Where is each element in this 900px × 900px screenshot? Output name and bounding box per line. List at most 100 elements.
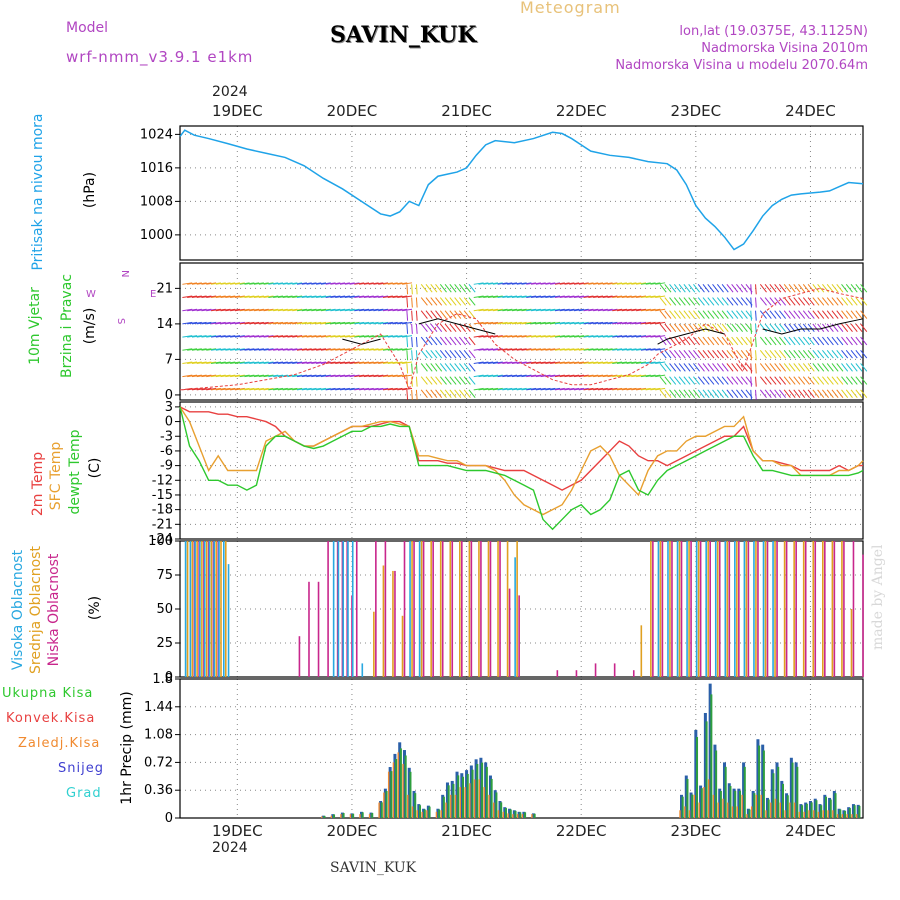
wind-arrow: [712, 389, 720, 398]
wind-arrow: [253, 308, 264, 312]
wind-arrow: [554, 387, 565, 391]
wind-arrow: [444, 297, 452, 306]
wind-arrow: [554, 374, 565, 378]
wind-arrow: [473, 387, 484, 391]
wind-arrow: [425, 376, 433, 385]
cloud-mid-bar: [392, 570, 394, 677]
wind-arrow: [282, 335, 293, 338]
cloud-high-bar: [743, 541, 746, 677]
wind-arrow: [425, 323, 433, 333]
wind-arrow: [798, 310, 806, 319]
wind-arrow: [645, 361, 656, 364]
precip-freezing-bar: [397, 752, 399, 818]
wind-arrow: [573, 348, 585, 351]
precip-unit: 1hr Precip (mm): [119, 691, 135, 805]
cloud-high-bar: [361, 663, 364, 677]
wind-arrow: [640, 361, 651, 364]
wind-arrow: [669, 284, 677, 293]
wind-arrow: [320, 308, 331, 312]
wind-arrow: [373, 387, 384, 391]
wind-arrow: [688, 297, 696, 306]
wind-arrow: [196, 348, 207, 351]
precip-freezing-bar: [679, 810, 681, 818]
wind-arrow: [526, 282, 537, 285]
wind-arrow: [311, 348, 322, 351]
wind-arrow: [316, 295, 327, 298]
cloud-mid-bar: [812, 541, 815, 677]
wind-arrow: [415, 310, 418, 321]
model-label: Model: [66, 20, 109, 36]
wind-arrow: [244, 361, 255, 364]
wind-arrow: [550, 282, 561, 285]
wind-arrow: [468, 363, 476, 372]
precip-legend-snow: Snijeg: [58, 761, 104, 776]
precip-freezing-bar: [712, 794, 715, 818]
wind-arrow: [697, 284, 705, 293]
wind-arrow: [454, 323, 462, 333]
wind-arrow: [187, 295, 198, 298]
precip-freezing-bar: [707, 779, 710, 818]
wind-arrow: [230, 282, 241, 285]
precip-freezing-bar: [717, 802, 719, 818]
wind-arrow: [292, 348, 303, 351]
wind-arrow: [855, 376, 863, 385]
wind-arrow: [411, 337, 413, 348]
wind-arrow: [559, 374, 570, 378]
wind-arrow: [430, 363, 438, 372]
precip-snow-bar: [699, 785, 703, 818]
wind-arrow: [411, 350, 413, 361]
precip-total-bar: [681, 796, 684, 818]
wind-arrow: [855, 323, 863, 333]
wind-arrow: [621, 387, 632, 391]
wind-arrow: [344, 295, 355, 298]
wind-arrow: [759, 284, 767, 293]
wind-arrow: [449, 349, 457, 359]
pressure-unit: (hPa): [82, 171, 98, 209]
cloud-mid-bar: [459, 541, 461, 677]
wind-arrow: [841, 323, 849, 333]
wind-arrow: [569, 361, 580, 364]
wind-arrow: [688, 336, 696, 346]
wind-arrow: [296, 295, 307, 298]
wind-arrow: [502, 335, 513, 338]
precip-freezing-bar: [770, 802, 772, 818]
wind-arrow: [569, 282, 580, 285]
precip-total-bar: [762, 750, 765, 818]
wind-arrow: [516, 295, 527, 298]
wind-arrow: [320, 335, 331, 338]
wind-arrow: [268, 374, 279, 378]
precip-total-bar: [786, 795, 789, 818]
wind-arrow: [650, 387, 661, 391]
wind-arrow: [712, 284, 720, 293]
wind-arrow: [273, 361, 284, 364]
wind-arrow: [349, 321, 360, 325]
wind-arrow: [339, 282, 350, 285]
wind-arrow: [187, 335, 198, 338]
wind-arrow: [487, 374, 499, 378]
wind-arrow: [191, 361, 202, 364]
wind-arrow: [234, 361, 245, 364]
wind-arrow: [631, 335, 642, 338]
cloud-low-bar: [422, 541, 425, 677]
wind-arrow: [449, 323, 457, 333]
wind-arrow: [860, 349, 868, 359]
wind-arrow: [239, 348, 250, 351]
cloud-low-bar: [738, 541, 740, 677]
cloud-mid-bar: [478, 541, 480, 677]
wind-arrow: [731, 376, 739, 385]
wind-arrow: [664, 297, 672, 306]
y-tick-label: 1.08: [144, 728, 173, 743]
wind-arrow: [206, 295, 217, 298]
wind-arrow: [826, 363, 834, 372]
wind-arrow: [511, 308, 522, 312]
precip-snow-bar: [531, 813, 535, 818]
wind-arrow: [688, 349, 696, 359]
wind-arrow: [244, 308, 255, 312]
wind-arrow: [444, 363, 452, 372]
wind-arrow: [712, 349, 720, 359]
precip-freezing-bar: [851, 814, 853, 818]
precip-total-bar: [447, 785, 450, 818]
wind-arrow: [296, 335, 307, 338]
wind-arrow: [736, 376, 744, 385]
wind-arrow: [516, 348, 527, 351]
